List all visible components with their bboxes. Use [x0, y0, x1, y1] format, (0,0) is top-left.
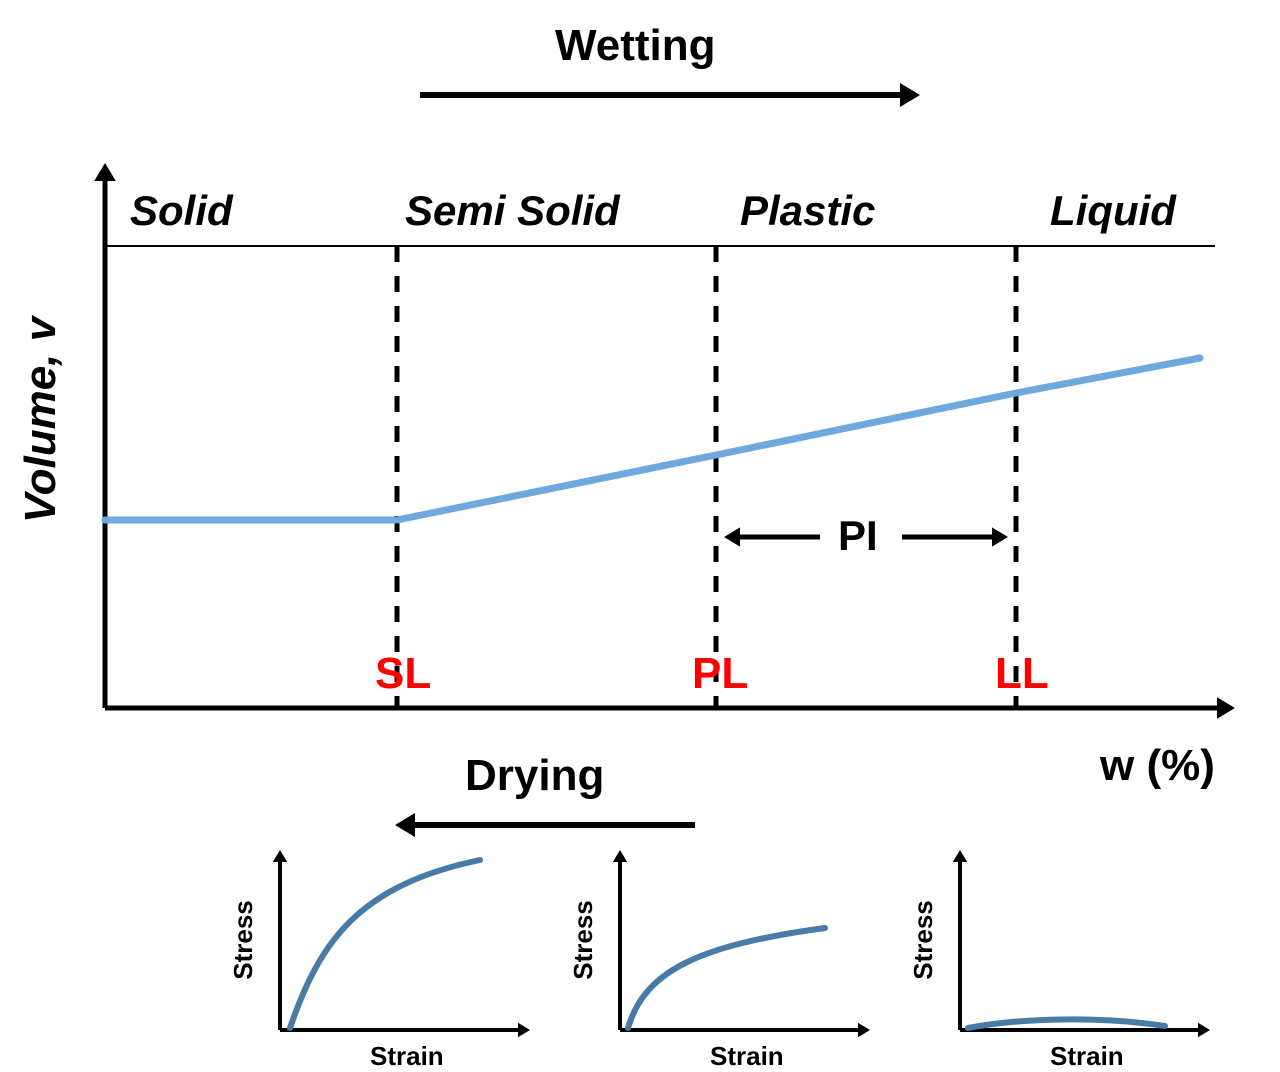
stress-strain-solid-y-axis-head: [273, 850, 287, 862]
limit-label-pl: PL: [692, 649, 748, 698]
stress-strain-liquid-curve: [968, 1019, 1165, 1028]
stress-strain-solid-y-label: Stress: [228, 900, 258, 980]
wetting-arrow-head: [900, 83, 920, 107]
phase-label-solid: Solid: [130, 187, 234, 234]
wetting-label: Wetting: [555, 21, 716, 70]
stress-strain-liquid-x-label: Strain: [1050, 1041, 1124, 1071]
y-axis-label: Volume, v: [16, 314, 65, 523]
limit-label-sl: SL: [375, 649, 431, 698]
pi-arrow-right-head: [992, 527, 1008, 546]
stress-strain-liquid: Stress Strain: [908, 850, 1210, 1071]
pi-arrow-left-head: [724, 527, 740, 546]
stress-strain-plastic: Stress Strain: [568, 850, 870, 1071]
stress-strain-plastic-x-label: Strain: [710, 1041, 784, 1071]
stress-strain-solid-x-label: Strain: [370, 1041, 444, 1071]
pi-label: PI: [838, 512, 878, 559]
stress-strain-solid: Stress Strain: [228, 850, 530, 1071]
stress-strain-liquid-y-axis-head: [953, 850, 967, 862]
stress-strain-liquid-x-axis-head: [1198, 1023, 1210, 1037]
y-axis-head: [94, 163, 116, 181]
x-axis-head: [1217, 697, 1235, 719]
x-axis-label: w (%): [1099, 741, 1215, 790]
stress-strain-solid-curve: [290, 860, 480, 1028]
volume-curve: [105, 358, 1200, 520]
stress-strain-plastic-y-axis-head: [613, 850, 627, 862]
atterberg-limits-diagram: Volume, v w (%) Solid Semi Solid Plastic Liqu…: [0, 0, 1280, 1072]
stress-strain-solid-x-axis-head: [518, 1023, 530, 1037]
phase-label-plastic: Plastic: [740, 187, 875, 234]
stress-strain-plastic-x-axis-head: [858, 1023, 870, 1037]
phase-label-liquid: Liquid: [1050, 187, 1177, 234]
limit-label-ll: LL: [995, 649, 1049, 698]
stress-strain-plastic-curve: [628, 928, 825, 1028]
phase-label-semi-solid: Semi Solid: [405, 187, 621, 234]
stress-strain-liquid-y-label: Stress: [908, 900, 938, 980]
drying-label: Drying: [465, 751, 604, 800]
stress-strain-plastic-y-label: Stress: [568, 900, 598, 980]
drying-arrow-head: [395, 813, 415, 837]
